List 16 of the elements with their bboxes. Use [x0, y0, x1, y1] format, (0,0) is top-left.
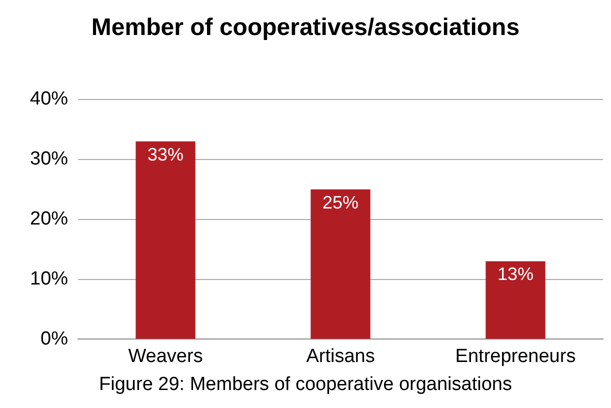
data-label: 13% — [497, 264, 534, 284]
bar — [310, 189, 370, 339]
bar — [136, 141, 196, 339]
data-label: 25% — [322, 192, 359, 212]
bar — [486, 261, 546, 339]
x-tick-label: Weavers — [128, 346, 203, 367]
caption: Figure 29: Members of cooperative organisations — [98, 374, 513, 396]
x-tick-label: Entrepreneurs — [455, 346, 576, 367]
y-tick-label: 20% — [30, 208, 68, 230]
x-tick-label: Artisans — [306, 346, 375, 367]
y-tick-label: 40% — [30, 88, 68, 110]
chart-title: Member of cooperatives/associations — [90, 14, 521, 42]
y-tick-label: 0% — [40, 328, 68, 350]
data-label: 33% — [148, 144, 184, 164]
y-tick-label: 30% — [30, 148, 68, 170]
y-tick-label: 10% — [30, 268, 68, 290]
